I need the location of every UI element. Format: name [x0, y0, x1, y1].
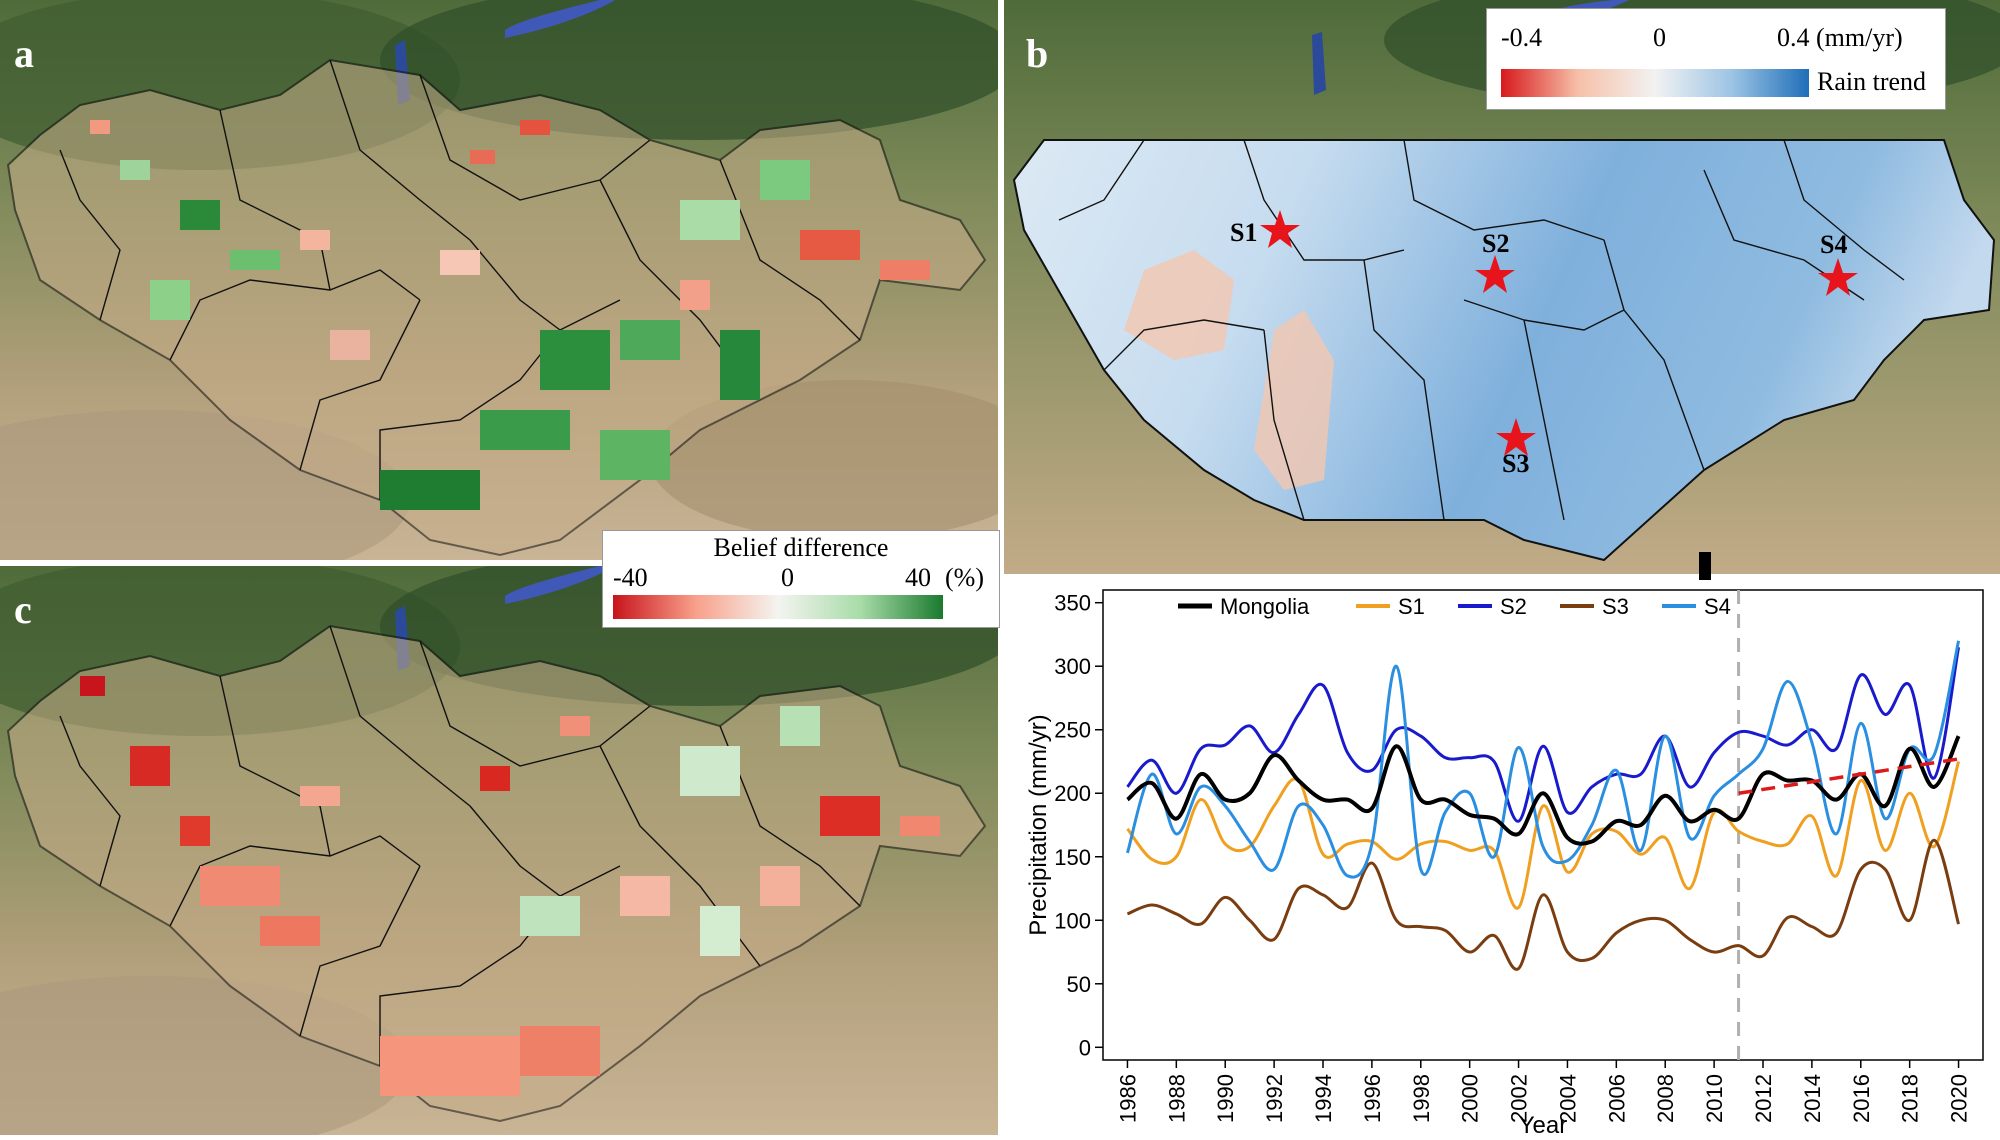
- lake-baikal: [505, 566, 615, 604]
- belief-legend-mid: 0: [781, 563, 794, 592]
- y-axis-label: Precipitation (mm/yr): [1025, 714, 1052, 935]
- negative-trend-area-west: [1124, 250, 1234, 360]
- x-tick-label: 2008: [1653, 1074, 1678, 1123]
- rain-legend-min: -0.4: [1501, 23, 1543, 52]
- belief-difference-legend: Belief difference -40 0 40 (%): [602, 530, 1000, 628]
- panel-c-label: c: [14, 587, 32, 632]
- x-tick-label: 2000: [1458, 1074, 1483, 1123]
- y-tick-label: 200: [1054, 781, 1091, 806]
- y-tick-label: 150: [1054, 845, 1091, 870]
- belief-legend-unit: (%): [945, 563, 984, 592]
- site-label-s2: S2: [1482, 229, 1509, 258]
- y-tick-label: 100: [1054, 908, 1091, 933]
- belief-patches-a: [90, 120, 930, 510]
- province-boundaries: [1058, 139, 1905, 521]
- panel-b-label: b: [1026, 31, 1049, 76]
- site-label-s4: S4: [1820, 230, 1847, 259]
- panel-b-map: S1 S2 S3 S4 b: [1004, 0, 2000, 574]
- x-tick-label: 1996: [1360, 1074, 1385, 1123]
- x-tick-label: 1992: [1262, 1074, 1287, 1123]
- panel-a-label: a: [14, 31, 34, 76]
- y-tick-label: 250: [1054, 718, 1091, 743]
- rain-legend-max: 0.4 (mm/yr): [1777, 23, 1903, 52]
- legend-label-mongolia: Mongolia: [1220, 594, 1310, 619]
- panel-a-svg: [0, 0, 998, 560]
- series-line-s2: [1126, 646, 1961, 823]
- x-tick-label: 2010: [1702, 1074, 1727, 1123]
- y-tick-label: 350: [1054, 591, 1091, 616]
- lake-baikal: [505, 0, 615, 38]
- x-tick-label: 2012: [1751, 1074, 1776, 1123]
- site-label-s3: S3: [1502, 449, 1529, 478]
- x-tick-label: 1998: [1409, 1074, 1434, 1123]
- panel-c-map: c: [0, 566, 998, 1135]
- star-s2: [1475, 255, 1515, 293]
- x-axis-label: Year: [1519, 1112, 1568, 1135]
- precipitation-chart-svg: 0 50 100 150 200 250 300 350 1986 1988 1990 1992 19…: [1025, 589, 1984, 1139]
- precipitation-chart: 0 50 100 150 200 250 300 350 1986 1988 1990 1992 19…: [1008, 580, 2000, 1139]
- legend-label-s2: S2: [1500, 594, 1527, 619]
- star-s4: [1818, 258, 1858, 296]
- x-tick-label: 2016: [1849, 1074, 1874, 1123]
- belief-legend-title: Belief difference: [713, 533, 889, 562]
- rain-legend-mid: 0: [1653, 23, 1666, 52]
- series-line-s3: [1126, 838, 1960, 971]
- x-tick-label: 1990: [1213, 1074, 1238, 1123]
- x-tick-label: 2004: [1555, 1074, 1580, 1123]
- star-s1: [1260, 210, 1300, 248]
- legend-label-s4: S4: [1704, 594, 1731, 619]
- x-tick-label: 1988: [1164, 1074, 1189, 1123]
- series-line-mongolia: [1126, 735, 1961, 846]
- panel-b-svg: S1 S2 S3 S4: [1004, 0, 2000, 574]
- plot-frame: [1102, 589, 1984, 1061]
- belief-colorbar: [613, 595, 943, 619]
- belief-legend-min: -40: [613, 563, 648, 592]
- lake-khovsgol: [1312, 32, 1326, 95]
- x-tick-label: 2014: [1800, 1074, 1825, 1123]
- x-tick-label: 1994: [1311, 1074, 1336, 1123]
- site-label-s1: S1: [1230, 218, 1257, 247]
- panel-c-svg: [0, 566, 998, 1135]
- y-tick-label: 300: [1054, 654, 1091, 679]
- trend-line: [1738, 757, 1959, 795]
- x-tick-label: 2020: [1947, 1074, 1972, 1123]
- x-tick-label: 2006: [1604, 1074, 1629, 1123]
- x-tick-label: 1986: [1115, 1074, 1140, 1123]
- series-line-s1: [1126, 761, 1960, 910]
- chart-legend: Mongolia S1 S2 S3 S4: [1178, 594, 1731, 619]
- rain-trend-legend: -0.4 0 0.4 (mm/yr) Rain trend: [1486, 8, 1946, 110]
- y-tick-label: 50: [1067, 972, 1091, 997]
- y-tick-label: 0: [1079, 1035, 1091, 1060]
- star-s3: [1496, 418, 1536, 456]
- x-tick-label: 2002: [1507, 1074, 1532, 1123]
- legend-label-s3: S3: [1602, 594, 1629, 619]
- legend-label-s1: S1: [1398, 594, 1425, 619]
- rain-legend-title: Rain trend: [1817, 67, 1927, 96]
- belief-patches-c: [80, 676, 940, 1096]
- rain-colorbar: [1501, 69, 1809, 97]
- negative-trend-area-south: [1254, 310, 1334, 490]
- x-tick-label: 2018: [1898, 1074, 1923, 1123]
- belief-legend-max: 40: [905, 563, 931, 592]
- panel-a-map: a: [0, 0, 998, 560]
- series-line-s4: [1126, 640, 1961, 879]
- site-markers: [1260, 210, 1858, 456]
